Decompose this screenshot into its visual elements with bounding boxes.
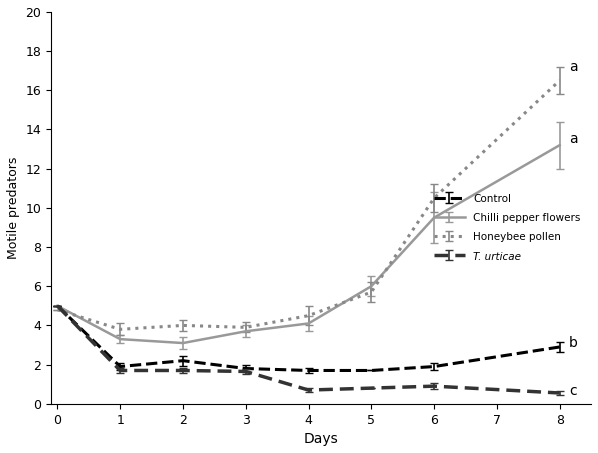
Legend: Control, Chilli pepper flowers, Honeybee pollen, T. urticae: Control, Chilli pepper flowers, Honeybee…: [429, 188, 586, 267]
X-axis label: Days: Days: [304, 432, 338, 446]
Text: a: a: [569, 60, 578, 74]
Text: b: b: [569, 336, 578, 350]
Text: a: a: [569, 132, 578, 146]
Y-axis label: Motile predators: Motile predators: [7, 157, 20, 259]
Text: c: c: [569, 384, 576, 398]
